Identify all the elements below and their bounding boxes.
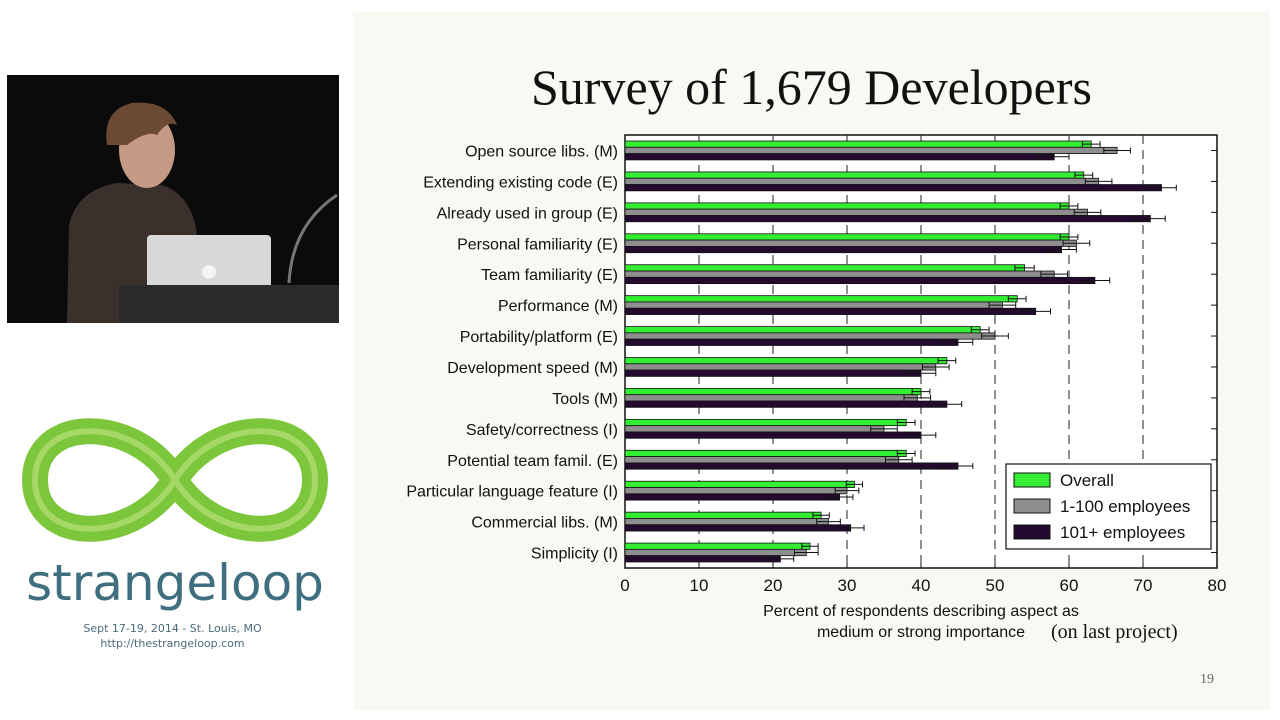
category-label: Extending existing code (E) (423, 174, 618, 191)
bar (624, 276, 1096, 285)
bar (624, 462, 959, 470)
bar (624, 215, 1151, 223)
x-tick-label: 70 (1134, 576, 1153, 595)
bar (624, 388, 922, 396)
bar (624, 480, 855, 488)
x-tick-label: 80 (1208, 576, 1227, 595)
category-label: Tools (M) (552, 391, 618, 408)
category-label: Commercial libs. (M) (471, 515, 618, 532)
bar (624, 326, 981, 334)
bar (624, 233, 1070, 241)
category-label: Team familiarity (E) (481, 267, 618, 284)
bar (624, 338, 959, 346)
bar (624, 295, 1018, 303)
category-label: Already used in group (E) (437, 205, 618, 222)
bar (624, 555, 781, 563)
slide: Survey of 1,679 Developers 0 10 20 30 40 50 60… (353, 12, 1270, 710)
legend-swatch (1013, 498, 1051, 514)
conference-url[interactable]: http://thestrangeloop.com (100, 637, 245, 650)
category-label: Portability/platform (E) (460, 329, 618, 346)
bar (624, 542, 811, 550)
bar (624, 140, 1092, 148)
category-label: Personal familiarity (E) (457, 236, 618, 253)
legend-label: Overall (1060, 471, 1114, 490)
conference-dates: Sept 17-19, 2014 - St. Louis, MO (83, 622, 262, 635)
category-label: Development speed (M) (447, 360, 618, 377)
bar (624, 239, 1077, 247)
category-label: Potential team famil. (E) (447, 453, 618, 470)
bar (624, 548, 807, 557)
page-number: 19 (1200, 672, 1214, 687)
category-label: Particular language feature (I) (406, 484, 618, 501)
bar (624, 518, 829, 526)
bar (624, 332, 996, 340)
x-tick-label: 0 (620, 576, 629, 595)
x-tick-label: 10 (690, 576, 709, 595)
bar (624, 307, 1037, 315)
bar (624, 369, 922, 377)
bar (624, 270, 1055, 278)
bar (624, 363, 937, 371)
bar (624, 301, 1003, 309)
bar (624, 171, 1085, 179)
x-tick-label: 40 (912, 576, 931, 595)
bar (624, 394, 918, 402)
legend-label: 1-100 employees (1060, 497, 1190, 516)
x-tick-label: 30 (838, 576, 857, 595)
x-tick-label: 60 (1060, 576, 1079, 595)
x-tick-label: 20 (764, 576, 783, 595)
legend-swatch (1013, 524, 1051, 540)
category-label: Safety/correctness (I) (466, 422, 618, 439)
bar (624, 449, 907, 457)
bar (624, 524, 852, 532)
bar (624, 487, 848, 495)
slide-subtitle: (on last project) (1051, 621, 1178, 643)
bar (624, 202, 1070, 210)
bar (624, 153, 1055, 161)
bar (624, 357, 948, 365)
category-label: Open source libs. (M) (465, 143, 618, 160)
bar (624, 146, 1118, 155)
bar (624, 456, 900, 464)
legend-swatch (1013, 472, 1051, 488)
speaker-video (7, 75, 339, 323)
bar (624, 400, 948, 408)
bar (624, 264, 1026, 272)
bar (624, 184, 1162, 192)
legend-label: 101+ employees (1060, 523, 1185, 542)
slide-title: Survey of 1,679 Developers (531, 59, 1092, 115)
bar-chart: 0 10 20 30 40 50 60 70 80 Open source libs. (M) Ex… (406, 134, 1227, 641)
strangeloop-logo: strangeloop (20, 410, 330, 660)
bar (624, 208, 1088, 216)
category-label: Simplicity (I) (531, 546, 618, 563)
x-tick-label: 50 (986, 576, 1005, 595)
logo-wordmark: strangeloop (26, 554, 324, 612)
bar (624, 245, 1063, 254)
bar (624, 511, 822, 519)
x-axis-label: Percent of respondents describing aspect… (763, 603, 1079, 620)
bar (624, 493, 841, 501)
bar (624, 418, 907, 427)
bar (624, 177, 1100, 185)
x-axis-label: medium or strong importance (817, 624, 1025, 641)
bar (624, 431, 922, 439)
category-label: Performance (M) (498, 298, 618, 315)
bar (624, 425, 885, 433)
